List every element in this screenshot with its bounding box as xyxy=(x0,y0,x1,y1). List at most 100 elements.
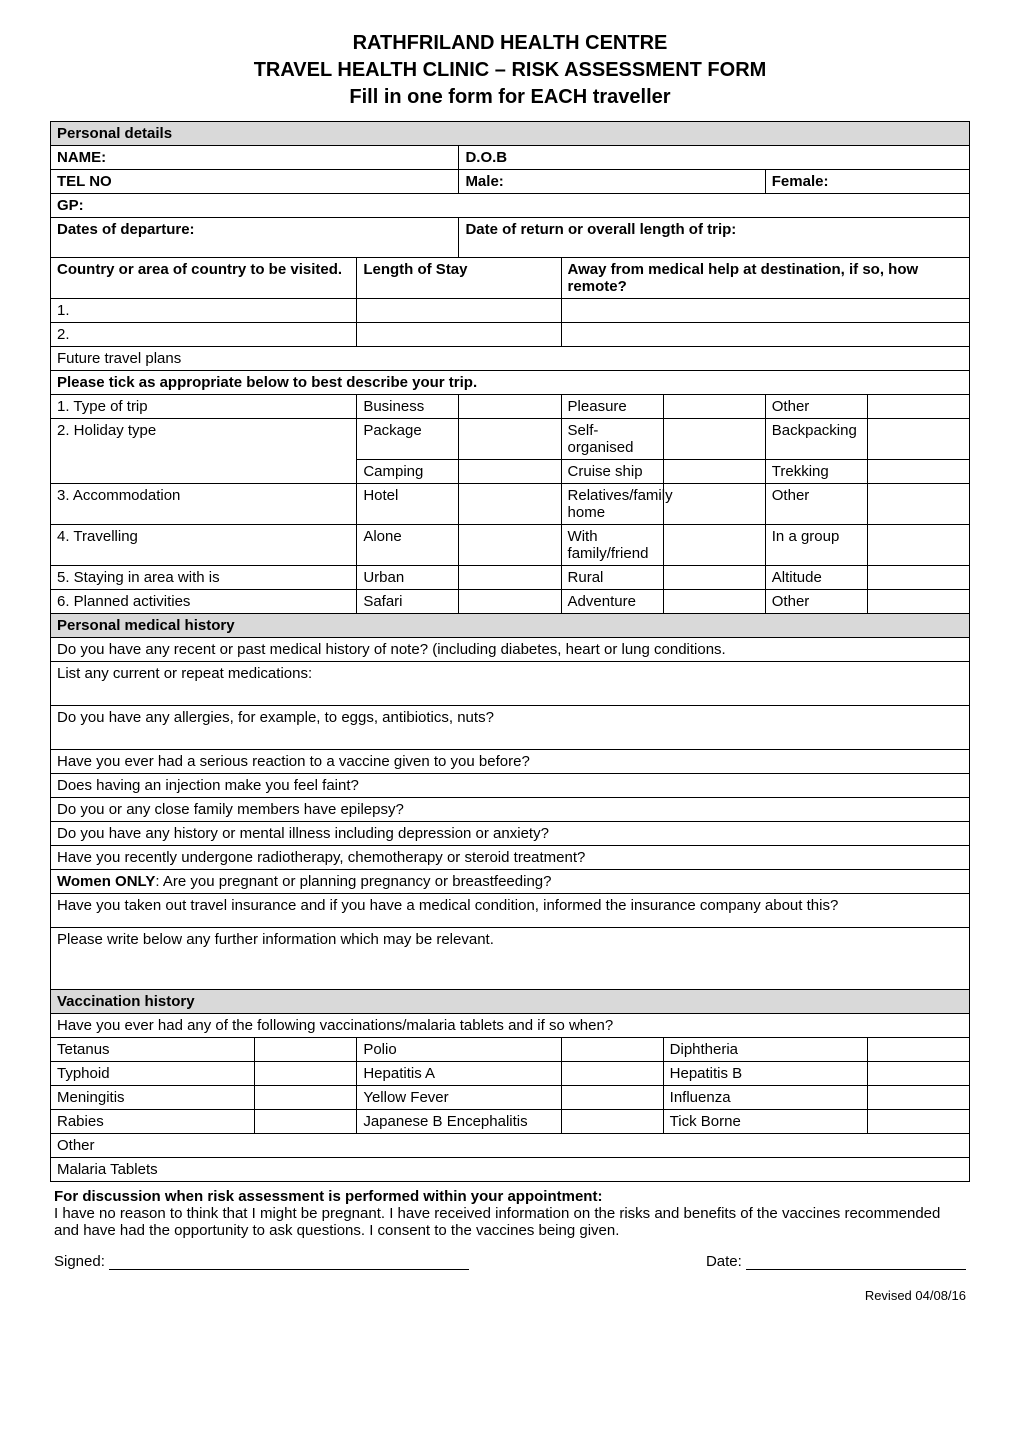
vacc-row-3: Rabies Japanese B Encephalitis Tick Born… xyxy=(51,1110,970,1134)
signed-label[interactable]: Signed: xyxy=(54,1253,469,1270)
length-row-2[interactable] xyxy=(357,323,561,347)
label-departure[interactable]: Dates of departure: xyxy=(51,218,459,258)
header-line-3: Fill in one form for EACH traveller xyxy=(50,84,970,111)
country-row-1[interactable]: 1. xyxy=(51,299,357,323)
signed-text: Signed: xyxy=(54,1253,105,1270)
trip-row-3-check-1[interactable] xyxy=(663,484,765,525)
trip-row-1-check-0[interactable] xyxy=(459,419,561,460)
section-vaccination: Vaccination history xyxy=(51,990,970,1014)
vacc-3-0-when[interactable] xyxy=(255,1110,357,1134)
vacc-3-2-when[interactable] xyxy=(867,1110,969,1134)
med-q-4[interactable]: Does having an injection make you feel f… xyxy=(51,774,970,798)
vacc-0-1: Polio xyxy=(357,1038,561,1062)
trip-row-0-check-1[interactable] xyxy=(663,395,765,419)
trip-row-3: 3. Accommodation Hotel Relatives/family … xyxy=(51,484,970,525)
trip-row-4-check-0[interactable] xyxy=(459,525,561,566)
trip-row-1: 2. Holiday type Package Self-organised B… xyxy=(51,419,970,460)
label-male[interactable]: Male: xyxy=(459,170,765,194)
footer-lead: For discussion when risk assessment is p… xyxy=(54,1188,602,1205)
label-length-stay: Length of Stay xyxy=(357,258,561,299)
trip-row-5-opt-1: Rural xyxy=(561,566,663,590)
trip-row-2-opt-1: Cruise ship xyxy=(561,460,663,484)
vacc-0-1-when[interactable] xyxy=(561,1038,663,1062)
vacc-2-2: Influenza xyxy=(663,1086,867,1110)
trip-row-6-label: 6. Planned activities xyxy=(51,590,357,614)
vacc-1-0-when[interactable] xyxy=(255,1062,357,1086)
trip-row-4-opt-0: Alone xyxy=(357,525,459,566)
trip-row-4-check-2[interactable] xyxy=(867,525,969,566)
vacc-2-2-when[interactable] xyxy=(867,1086,969,1110)
trip-row-3-check-2[interactable] xyxy=(867,484,969,525)
trip-row-2-opt-0: Camping xyxy=(357,460,459,484)
vacc-0-2-when[interactable] xyxy=(867,1038,969,1062)
label-name[interactable]: NAME: xyxy=(51,146,459,170)
vacc-malaria[interactable]: Malaria Tablets xyxy=(51,1158,970,1182)
label-return[interactable]: Date of return or overall length of trip… xyxy=(459,218,970,258)
trip-row-6-check-2[interactable] xyxy=(867,590,969,614)
med-q-3[interactable]: Have you ever had a serious reaction to … xyxy=(51,750,970,774)
vacc-2-0-when[interactable] xyxy=(255,1086,357,1110)
label-female[interactable]: Female: xyxy=(765,170,969,194)
trip-row-6-check-1[interactable] xyxy=(663,590,765,614)
date-line[interactable] xyxy=(746,1255,966,1270)
trip-row-3-check-0[interactable] xyxy=(459,484,561,525)
trip-row-6: 6. Planned activities Safari Adventure O… xyxy=(51,590,970,614)
med-q-7[interactable]: Have you recently undergone radiotherapy… xyxy=(51,846,970,870)
tick-instruction: Please tick as appropriate below to best… xyxy=(51,371,970,395)
future-travel-plans[interactable]: Future travel plans xyxy=(51,347,970,371)
trip-row-6-opt-2: Other xyxy=(765,590,867,614)
trip-row-3-label: 3. Accommodation xyxy=(51,484,357,525)
trip-row-2-check-0[interactable] xyxy=(459,460,561,484)
vacc-3-1-when[interactable] xyxy=(561,1110,663,1134)
trip-row-0-label: 1. Type of trip xyxy=(51,395,357,419)
signed-line[interactable] xyxy=(109,1255,469,1270)
vacc-0-2: Diphtheria xyxy=(663,1038,867,1062)
length-row-1[interactable] xyxy=(357,299,561,323)
vacc-3-2: Tick Borne xyxy=(663,1110,867,1134)
label-gp[interactable]: GP: xyxy=(51,194,970,218)
signature-row: Signed: Date: xyxy=(50,1253,970,1270)
trip-row-4-check-1[interactable] xyxy=(663,525,765,566)
vacc-0-0-when[interactable] xyxy=(255,1038,357,1062)
vacc-3-0: Rabies xyxy=(51,1110,255,1134)
section-personal-details: Personal details xyxy=(51,122,970,146)
med-q-6[interactable]: Do you have any history or mental illnes… xyxy=(51,822,970,846)
trip-row-5-check-0[interactable] xyxy=(459,566,561,590)
trip-row-0-opt-0: Business xyxy=(357,395,459,419)
trip-row-3-opt-1: Relatives/family home xyxy=(561,484,663,525)
trip-row-1-check-1[interactable] xyxy=(663,419,765,460)
med-q-0[interactable]: Do you have any recent or past medical h… xyxy=(51,638,970,662)
med-q-2[interactable]: Do you have any allergies, for example, … xyxy=(51,706,970,750)
vacc-2-1-when[interactable] xyxy=(561,1086,663,1110)
trip-row-1-opt-2: Backpacking xyxy=(765,419,867,460)
med-q-insurance[interactable]: Have you taken out travel insurance and … xyxy=(51,894,970,928)
trip-row-5-label: 5. Staying in area with is xyxy=(51,566,357,590)
vacc-other[interactable]: Other xyxy=(51,1134,970,1158)
vacc-1-1-when[interactable] xyxy=(561,1062,663,1086)
trip-row-0-check-0[interactable] xyxy=(459,395,561,419)
date-text: Date: xyxy=(706,1253,742,1270)
trip-row-1-check-2[interactable] xyxy=(867,419,969,460)
vacc-1-2-when[interactable] xyxy=(867,1062,969,1086)
med-q-women[interactable]: Women ONLY: Are you pregnant or planning… xyxy=(51,870,970,894)
med-q-5[interactable]: Do you or any close family members have … xyxy=(51,798,970,822)
date-label[interactable]: Date: xyxy=(706,1253,966,1270)
label-country: Country or area of country to be visited… xyxy=(51,258,357,299)
med-q-further[interactable]: Please write below any further informati… xyxy=(51,928,970,990)
label-dob[interactable]: D.O.B xyxy=(459,146,970,170)
med-q-1[interactable]: List any current or repeat medications: xyxy=(51,662,970,706)
trip-row-2-check-2[interactable] xyxy=(867,460,969,484)
trip-row-0: 1. Type of trip Business Pleasure Other xyxy=(51,395,970,419)
trip-row-6-check-0[interactable] xyxy=(459,590,561,614)
trip-row-6-opt-1: Adventure xyxy=(561,590,663,614)
label-tel[interactable]: TEL NO xyxy=(51,170,459,194)
trip-row-0-check-2[interactable] xyxy=(867,395,969,419)
trip-row-5-check-1[interactable] xyxy=(663,566,765,590)
remote-row-2[interactable] xyxy=(561,323,969,347)
country-row-2[interactable]: 2. xyxy=(51,323,357,347)
remote-row-1[interactable] xyxy=(561,299,969,323)
footer-note: For discussion when risk assessment is p… xyxy=(50,1188,970,1239)
trip-row-2-check-1[interactable] xyxy=(663,460,765,484)
trip-row-2-opt-2: Trekking xyxy=(765,460,867,484)
trip-row-5-check-2[interactable] xyxy=(867,566,969,590)
